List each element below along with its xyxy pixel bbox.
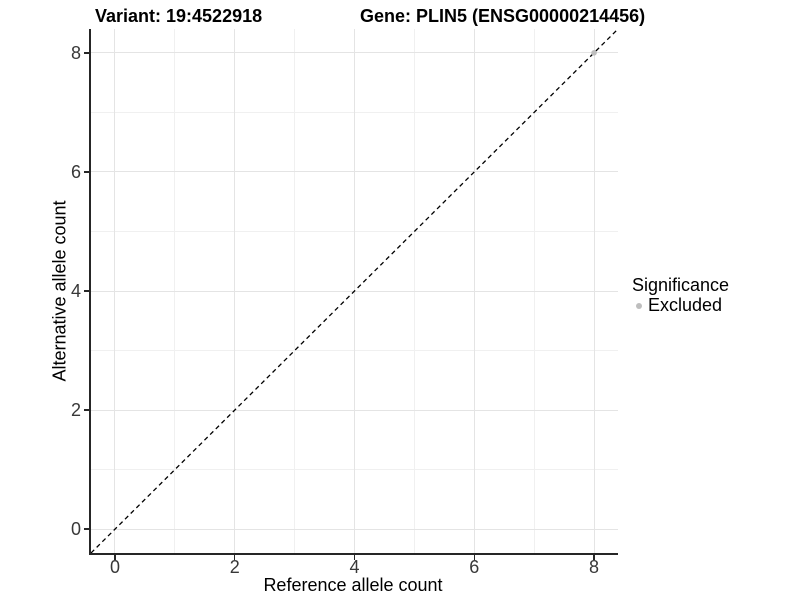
y-tick-mark <box>84 528 89 530</box>
x-tick-mark <box>114 555 116 560</box>
y-tick-mark <box>84 52 89 54</box>
legend: Significance Excluded <box>632 276 729 315</box>
y-major-gridline <box>91 52 618 54</box>
y-tick-label: 0 <box>70 519 81 540</box>
identity-dashed-line <box>91 29 618 553</box>
y-tick-label: 4 <box>70 281 81 301</box>
y-tick-label: 8 <box>70 42 81 63</box>
x-tick-mark <box>593 555 595 560</box>
y-major-gridline <box>91 528 618 530</box>
x-tick-mark <box>233 555 236 560</box>
x-tick-mark <box>473 555 476 560</box>
x-tick-label: 2 <box>229 557 240 577</box>
legend-title: Significance <box>632 275 730 295</box>
y-axis-line <box>89 29 91 555</box>
x-tick-label: 4 <box>349 557 360 577</box>
legend-item-label: Excluded <box>648 295 723 315</box>
legend-item-excluded: Excluded <box>632 296 729 315</box>
y-major-gridline <box>91 409 618 411</box>
x-axis-line <box>89 553 618 555</box>
x-axis-title: Reference allele count <box>263 575 443 595</box>
x-tick-label: 0 <box>109 557 120 577</box>
data-point <box>591 50 597 56</box>
x-tick-label: 8 <box>589 557 600 577</box>
plot-layer <box>91 29 618 553</box>
y-tick-label: 2 <box>70 400 81 421</box>
plot-title-variant: Variant: 19:4522918 <box>95 6 263 26</box>
plot-title-gene: Gene: PLIN5 (ENSG00000214456) <box>360 6 646 26</box>
y-tick-mark <box>84 409 89 411</box>
y-major-gridline <box>91 171 618 173</box>
y-tick-mark <box>84 171 89 173</box>
plot-panel <box>91 29 618 553</box>
x-tick-label: 6 <box>469 557 480 577</box>
y-tick-mark <box>84 290 89 292</box>
legend-point-icon <box>636 302 642 309</box>
y-tick-label: 6 <box>70 161 81 182</box>
x-tick-mark <box>353 555 356 560</box>
